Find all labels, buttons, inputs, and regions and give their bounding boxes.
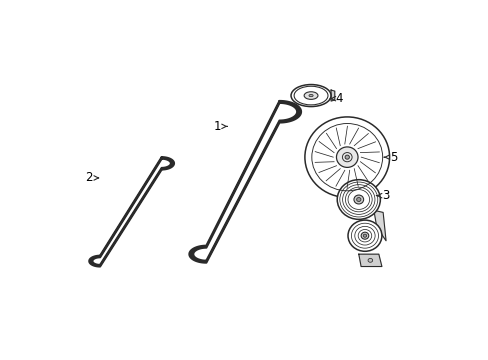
Text: 4: 4 — [329, 92, 343, 105]
Polygon shape — [193, 103, 297, 261]
Polygon shape — [92, 159, 171, 265]
Ellipse shape — [337, 180, 380, 219]
Ellipse shape — [304, 92, 317, 99]
Polygon shape — [330, 90, 334, 101]
Polygon shape — [189, 101, 301, 263]
Text: 1: 1 — [214, 120, 227, 133]
Ellipse shape — [347, 220, 381, 251]
Ellipse shape — [363, 234, 366, 237]
Polygon shape — [358, 254, 381, 266]
Text: 5: 5 — [384, 150, 396, 164]
Polygon shape — [373, 210, 385, 241]
Ellipse shape — [336, 147, 357, 167]
Ellipse shape — [305, 117, 389, 197]
Text: 3: 3 — [376, 189, 388, 202]
Text: 2: 2 — [85, 171, 99, 184]
Ellipse shape — [345, 155, 349, 159]
Ellipse shape — [361, 232, 368, 239]
Ellipse shape — [308, 94, 312, 97]
Ellipse shape — [290, 85, 330, 107]
Polygon shape — [89, 157, 174, 266]
Ellipse shape — [367, 258, 372, 262]
Ellipse shape — [353, 195, 363, 204]
Ellipse shape — [356, 198, 360, 202]
